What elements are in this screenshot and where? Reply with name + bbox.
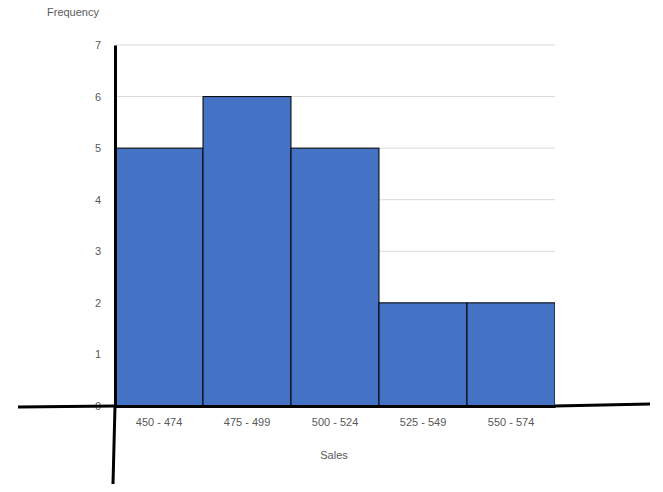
y-tick: 1 (95, 348, 115, 360)
chart: 01234567450 - 474475 - 499500 - 524525 -… (0, 0, 663, 492)
y-tick-label: 5 (95, 142, 101, 154)
axis-extensions (18, 404, 650, 484)
x-axis-line (116, 405, 556, 408)
grid (115, 45, 555, 406)
x-tick: 525 - 549 (400, 416, 446, 428)
y-tick-label: 2 (95, 297, 101, 309)
y-tick-label: 3 (95, 245, 101, 257)
y-tick-label: 1 (95, 348, 101, 360)
y-tick: 5 (95, 142, 115, 154)
y-axis-extension (113, 406, 115, 484)
grid-line (115, 96, 555, 97)
bar (379, 303, 467, 406)
x-tick-label: 500 - 524 (312, 416, 358, 428)
grid-line (115, 406, 555, 407)
y-axis: 01234567 (95, 39, 116, 412)
x-tick: 475 - 499 (224, 416, 270, 428)
x-tick: 500 - 524 (312, 416, 358, 428)
x-axis: 450 - 474 475 - 499 500 - 524 525 - 549 550 … (116, 407, 556, 428)
x-axis-extension (555, 404, 650, 406)
y-tick: 7 (95, 39, 115, 51)
x-tick-label: 475 - 499 (224, 416, 270, 428)
bar (291, 148, 379, 406)
x-tick-label: 450 - 474 (136, 416, 182, 428)
bars (115, 97, 555, 406)
x-tick-label: 525 - 549 (400, 416, 446, 428)
bar (203, 97, 291, 406)
x-tick: 550 - 574 (488, 416, 534, 428)
y-tick: 4 (95, 194, 115, 206)
y-axis-title: Frequency (47, 6, 99, 18)
y-tick: 6 (95, 91, 115, 103)
bar (115, 148, 203, 406)
x-tick: 450 - 474 (136, 416, 182, 428)
x-tick-label: 550 - 574 (488, 416, 534, 428)
y-tick-label: 7 (95, 39, 101, 51)
grid-line (115, 45, 555, 46)
y-tick-label: 6 (95, 91, 101, 103)
y-tick: 2 (95, 297, 115, 309)
y-tick-label: 4 (95, 194, 101, 206)
x-axis-title: Sales (320, 449, 348, 461)
bar (467, 303, 555, 406)
y-axis-line (114, 46, 117, 407)
y-tick: 3 (95, 245, 115, 257)
x-axis-extension (18, 406, 115, 407)
